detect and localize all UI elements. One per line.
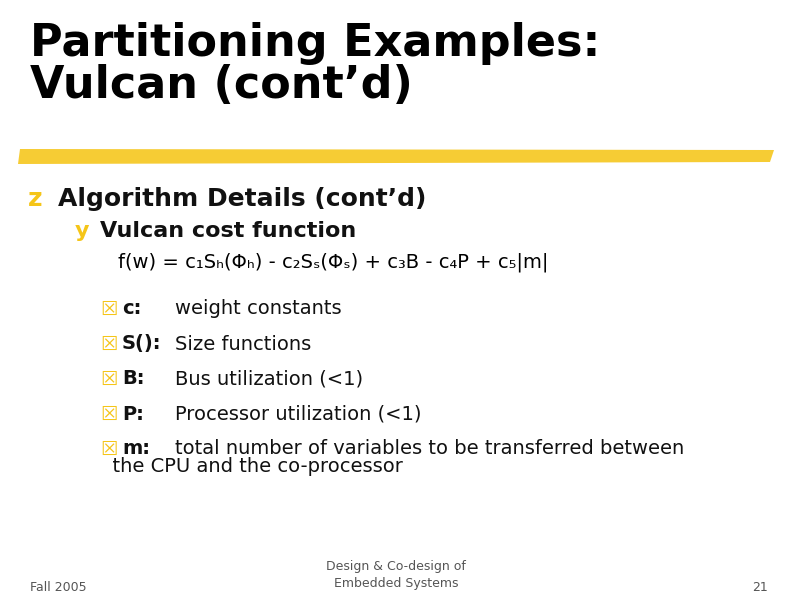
Text: B:: B: (122, 370, 144, 389)
Text: Bus utilization (<1): Bus utilization (<1) (175, 370, 363, 389)
Text: Fall 2005: Fall 2005 (30, 581, 86, 594)
Text: Processor utilization (<1): Processor utilization (<1) (175, 405, 421, 424)
Polygon shape (18, 149, 774, 164)
Text: Vulcan (cont’d): Vulcan (cont’d) (30, 64, 413, 107)
Text: f(w) = c₁Sₕ(Φₕ) - c₂Sₛ(Φₛ) + c₃B - c₄P + c₅|m|: f(w) = c₁Sₕ(Φₕ) - c₂Sₛ(Φₛ) + c₃B - c₄P +… (118, 252, 549, 272)
Text: the CPU and the co-processor: the CPU and the co-processor (100, 458, 403, 477)
Text: Partitioning Examples:: Partitioning Examples: (30, 22, 600, 65)
Text: weight constants: weight constants (175, 299, 341, 318)
Text: Design & Co-design of
Embedded Systems: Design & Co-design of Embedded Systems (326, 560, 466, 590)
Text: ☒: ☒ (100, 299, 117, 318)
Text: S():: S(): (122, 335, 162, 354)
Text: c:: c: (122, 299, 142, 318)
Text: Algorithm Details (cont’d): Algorithm Details (cont’d) (58, 187, 426, 211)
Text: ☒: ☒ (100, 405, 117, 424)
Text: 21: 21 (752, 581, 768, 594)
Text: y: y (75, 221, 89, 241)
Text: Vulcan cost function: Vulcan cost function (100, 221, 356, 241)
Text: z: z (28, 187, 43, 211)
Text: Size functions: Size functions (175, 335, 311, 354)
Text: ☒: ☒ (100, 335, 117, 354)
Text: ☒: ☒ (100, 439, 117, 458)
Text: P:: P: (122, 405, 144, 424)
Text: m:: m: (122, 439, 150, 458)
Text: ☒: ☒ (100, 370, 117, 389)
Text: total number of variables to be transferred between: total number of variables to be transfer… (175, 439, 684, 458)
